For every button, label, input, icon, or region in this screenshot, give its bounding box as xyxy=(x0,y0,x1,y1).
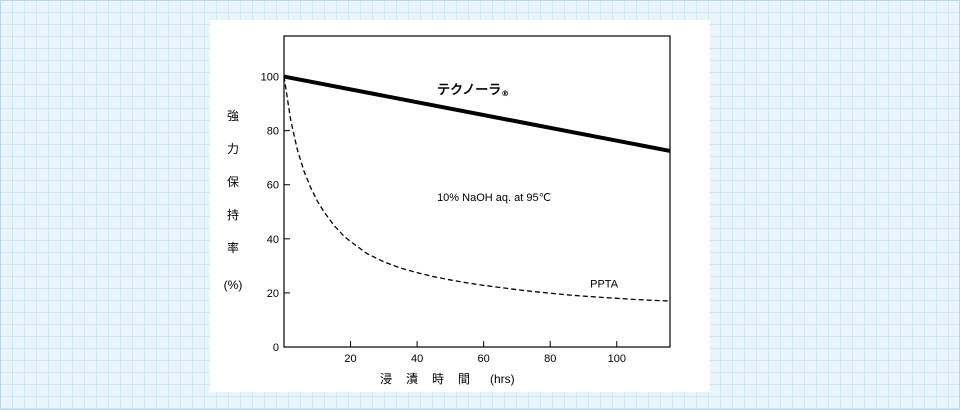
y-tick-label: 60 xyxy=(267,180,279,192)
y-axis-unit: (%) xyxy=(223,278,243,292)
x-tick-label: 80 xyxy=(544,353,556,365)
x-axis-title: 浸漬時間 xyxy=(380,372,485,386)
series-label-ppta: PPTA xyxy=(590,279,619,291)
x-axis-label: 浸漬時間 (hrs) xyxy=(380,370,600,387)
y-axis-label: 強 力 保 持 率 (%) xyxy=(222,110,244,291)
y-tick-label: 40 xyxy=(267,234,279,246)
y-tick-label: 0 xyxy=(273,342,279,354)
plot-area xyxy=(283,35,671,348)
y-label-char-5: 率 xyxy=(226,241,239,255)
y-tick-label: 20 xyxy=(267,288,279,300)
y-label-char-4: 持 xyxy=(226,208,239,222)
x-tick-label: 40 xyxy=(411,353,423,365)
y-label-char-2: 力 xyxy=(226,142,239,156)
registered-mark: ® xyxy=(501,89,509,98)
x-tick-label: 60 xyxy=(478,353,490,365)
chart-annotation: 10% NaOH aq. at 95℃ xyxy=(437,192,551,204)
x-tick-label: 20 xyxy=(344,353,356,365)
series-line-technora xyxy=(283,74,671,153)
x-axis-unit: (hrs) xyxy=(490,372,515,386)
chart-panel xyxy=(210,20,710,392)
series-label-technora: テクノーラ® xyxy=(437,83,509,98)
y-tick-label: 100 xyxy=(261,72,279,84)
y-label-char-3: 保 xyxy=(226,175,239,189)
y-label-char-1: 強 xyxy=(226,109,239,123)
y-tick-label: 80 xyxy=(267,126,279,138)
series-line-ppta xyxy=(283,76,671,302)
x-tick-label: 100 xyxy=(608,353,626,365)
